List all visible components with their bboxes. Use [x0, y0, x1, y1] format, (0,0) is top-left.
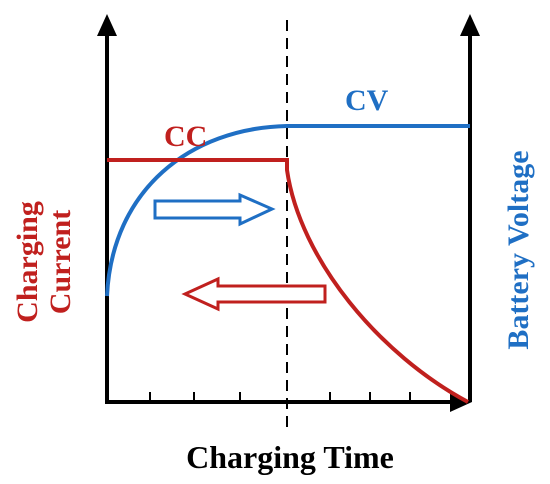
current-curve [107, 158, 469, 404]
left-axis-arrow [97, 14, 117, 36]
current-label: Current [44, 210, 77, 314]
time-label: Charging Time [186, 439, 394, 475]
current-label: Charging [11, 201, 44, 323]
cv-label: CV [345, 84, 389, 117]
ticks [149, 392, 411, 402]
voltage-label: Battery Voltage [502, 150, 535, 349]
right-axis-arrow [460, 14, 480, 36]
blue-arrow [153, 192, 276, 227]
red-arrow [181, 276, 327, 312]
voltage-curve [105, 124, 470, 297]
cc-label: CC [164, 120, 207, 153]
